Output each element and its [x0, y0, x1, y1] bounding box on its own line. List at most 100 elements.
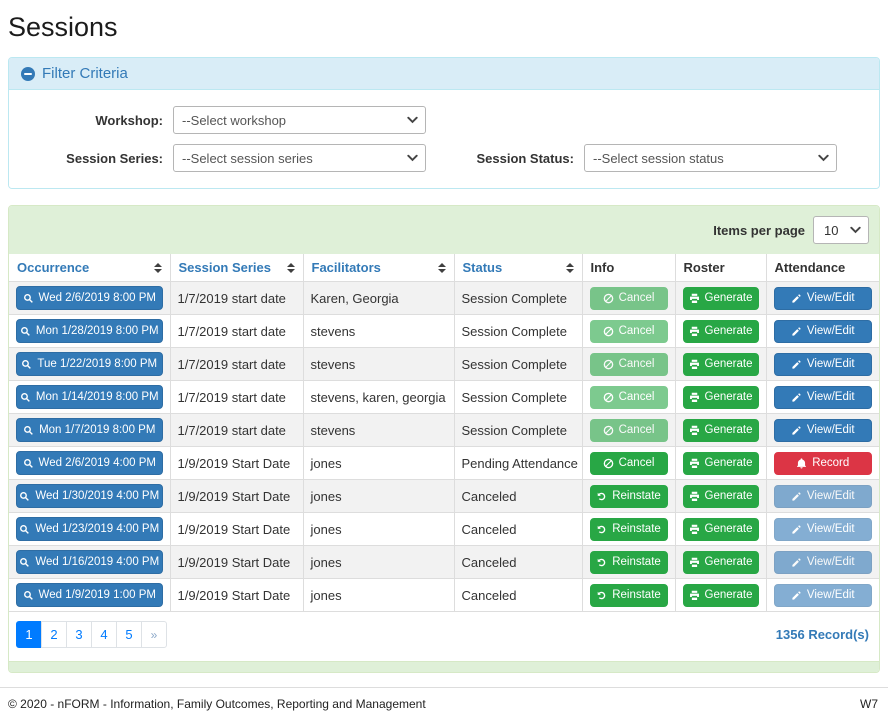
session-series-select[interactable]: --Select session series — [173, 144, 426, 172]
attendance-cell: View/Edit — [766, 480, 879, 513]
view-edit-button[interactable]: View/Edit — [774, 419, 873, 442]
cancel-button[interactable]: Cancel — [590, 452, 668, 475]
session-series-select-wrap: --Select session series — [173, 144, 426, 172]
generate-button[interactable]: Generate — [683, 584, 759, 607]
view-edit-button[interactable]: View/Edit — [774, 320, 873, 343]
button-label: Reinstate — [612, 490, 661, 502]
table-row: Mon 1/7/2019 8:00 PM1/7/2019 start dates… — [9, 414, 879, 447]
occurrence-button[interactable]: Wed 1/16/2019 4:00 PM — [16, 550, 163, 574]
printer-icon — [689, 557, 700, 568]
search-icon — [19, 557, 30, 568]
button-label: Generate — [705, 523, 753, 535]
pagination-page-2[interactable]: 2 — [41, 621, 67, 648]
column-header-facilitators[interactable]: Facilitators — [303, 254, 454, 282]
occurrence-button[interactable]: Wed 1/9/2019 1:00 PM — [16, 583, 163, 607]
reinstate-button[interactable]: Reinstate — [590, 485, 668, 508]
generate-button[interactable]: Generate — [683, 386, 759, 409]
occurrence-cell: Mon 1/14/2019 8:00 PM — [9, 381, 170, 414]
button-label: Generate — [705, 457, 753, 469]
generate-button[interactable]: Generate — [683, 419, 759, 442]
occurrence-cell: Wed 2/6/2019 8:00 PM — [9, 282, 170, 315]
button-label: Cancel — [619, 457, 655, 469]
occurrence-button[interactable]: Wed 1/30/2019 4:00 PM — [16, 484, 163, 508]
info-cell: Reinstate — [582, 480, 675, 513]
pagination: 1 2 3 4 5 » — [16, 621, 167, 648]
occurrence-button[interactable]: Mon 1/7/2019 8:00 PM — [16, 418, 163, 442]
view-edit-button[interactable]: View/Edit — [774, 386, 873, 409]
undo-icon — [596, 491, 607, 502]
view-edit-button: View/Edit — [774, 485, 873, 508]
pagination-next[interactable]: » — [141, 621, 167, 648]
occurrence-cell: Wed 1/23/2019 4:00 PM — [9, 513, 170, 546]
generate-button[interactable]: Generate — [683, 353, 759, 376]
generate-button[interactable]: Generate — [683, 320, 759, 343]
table-row: Wed 1/23/2019 4:00 PM1/9/2019 Start Date… — [9, 513, 879, 546]
view-edit-button[interactable]: View/Edit — [774, 287, 873, 310]
status-cell: Session Complete — [454, 348, 582, 381]
column-header-occurrence[interactable]: Occurrence — [9, 254, 170, 282]
reinstate-button[interactable]: Reinstate — [590, 584, 668, 607]
filter-panel-header[interactable]: Filter Criteria — [9, 58, 879, 90]
reinstate-button[interactable]: Reinstate — [590, 551, 668, 574]
generate-button[interactable]: Generate — [683, 518, 759, 541]
table-row: Wed 2/6/2019 8:00 PM1/7/2019 start dateK… — [9, 282, 879, 315]
button-label: Reinstate — [612, 556, 661, 568]
generate-button[interactable]: Generate — [683, 452, 759, 475]
attendance-cell: View/Edit — [766, 546, 879, 579]
occurrence-label: Mon 1/28/2019 8:00 PM — [36, 325, 159, 337]
search-icon — [23, 293, 34, 304]
occurrence-cell: Wed 1/9/2019 1:00 PM — [9, 579, 170, 612]
workshop-select[interactable]: --Select workshop — [173, 106, 426, 134]
ban-icon — [603, 425, 614, 436]
button-label: View/Edit — [807, 292, 855, 304]
occurrence-label: Tue 1/22/2019 8:00 PM — [37, 358, 157, 370]
occurrence-button[interactable]: Wed 1/23/2019 4:00 PM — [16, 517, 163, 541]
record-button[interactable]: Record — [774, 452, 873, 475]
pagination-page-5[interactable]: 5 — [116, 621, 142, 648]
session-status-label: Session Status: — [444, 151, 584, 166]
search-icon — [21, 359, 32, 370]
column-header-roster: Roster — [675, 254, 766, 282]
search-icon — [20, 326, 31, 337]
column-header-status[interactable]: Status — [454, 254, 582, 282]
occurrence-button[interactable]: Wed 2/6/2019 8:00 PM — [16, 286, 163, 310]
sort-icon — [566, 263, 574, 273]
button-label: Record — [812, 457, 849, 469]
generate-button[interactable]: Generate — [683, 485, 759, 508]
pagination-page-4[interactable]: 4 — [91, 621, 117, 648]
session-status-select[interactable]: --Select session status — [584, 144, 837, 172]
facilitators-cell: jones — [303, 480, 454, 513]
column-header-info: Info — [582, 254, 675, 282]
session-series-cell: 1/9/2019 Start Date — [170, 579, 303, 612]
reinstate-button[interactable]: Reinstate — [590, 518, 668, 541]
items-per-page-select-wrap: 10 — [813, 216, 869, 244]
button-label: View/Edit — [807, 358, 855, 370]
occurrence-button[interactable]: Mon 1/28/2019 8:00 PM — [16, 319, 163, 343]
status-cell: Session Complete — [454, 414, 582, 447]
roster-cell: Generate — [675, 579, 766, 612]
pagination-page-1[interactable]: 1 — [16, 621, 42, 648]
generate-button[interactable]: Generate — [683, 551, 759, 574]
items-per-page-select[interactable]: 10 — [813, 216, 869, 244]
column-label: Attendance — [775, 260, 846, 275]
occurrence-label: Wed 1/30/2019 4:00 PM — [35, 490, 159, 502]
view-edit-button[interactable]: View/Edit — [774, 353, 873, 376]
occurrence-button[interactable]: Wed 2/6/2019 4:00 PM — [16, 451, 163, 475]
button-label: View/Edit — [807, 490, 855, 502]
items-per-page-label: Items per page — [713, 223, 805, 238]
pagination-page-3[interactable]: 3 — [66, 621, 92, 648]
occurrence-button[interactable]: Mon 1/14/2019 8:00 PM — [16, 385, 163, 409]
roster-cell: Generate — [675, 546, 766, 579]
search-icon — [20, 392, 31, 403]
session-series-cell: 1/7/2019 start date — [170, 414, 303, 447]
session-series-cell: 1/7/2019 start date — [170, 381, 303, 414]
session-status-select-wrap: --Select session status — [584, 144, 837, 172]
table-header-row: Occurrence Session Series Facilitators S… — [9, 254, 879, 282]
column-header-session-series[interactable]: Session Series — [170, 254, 303, 282]
table-panel-footer — [9, 661, 879, 672]
column-label: Session Series — [179, 260, 272, 275]
occurrence-button[interactable]: Tue 1/22/2019 8:00 PM — [16, 352, 163, 376]
generate-button[interactable]: Generate — [683, 287, 759, 310]
pencil-icon — [791, 557, 802, 568]
attendance-cell: Record — [766, 447, 879, 480]
